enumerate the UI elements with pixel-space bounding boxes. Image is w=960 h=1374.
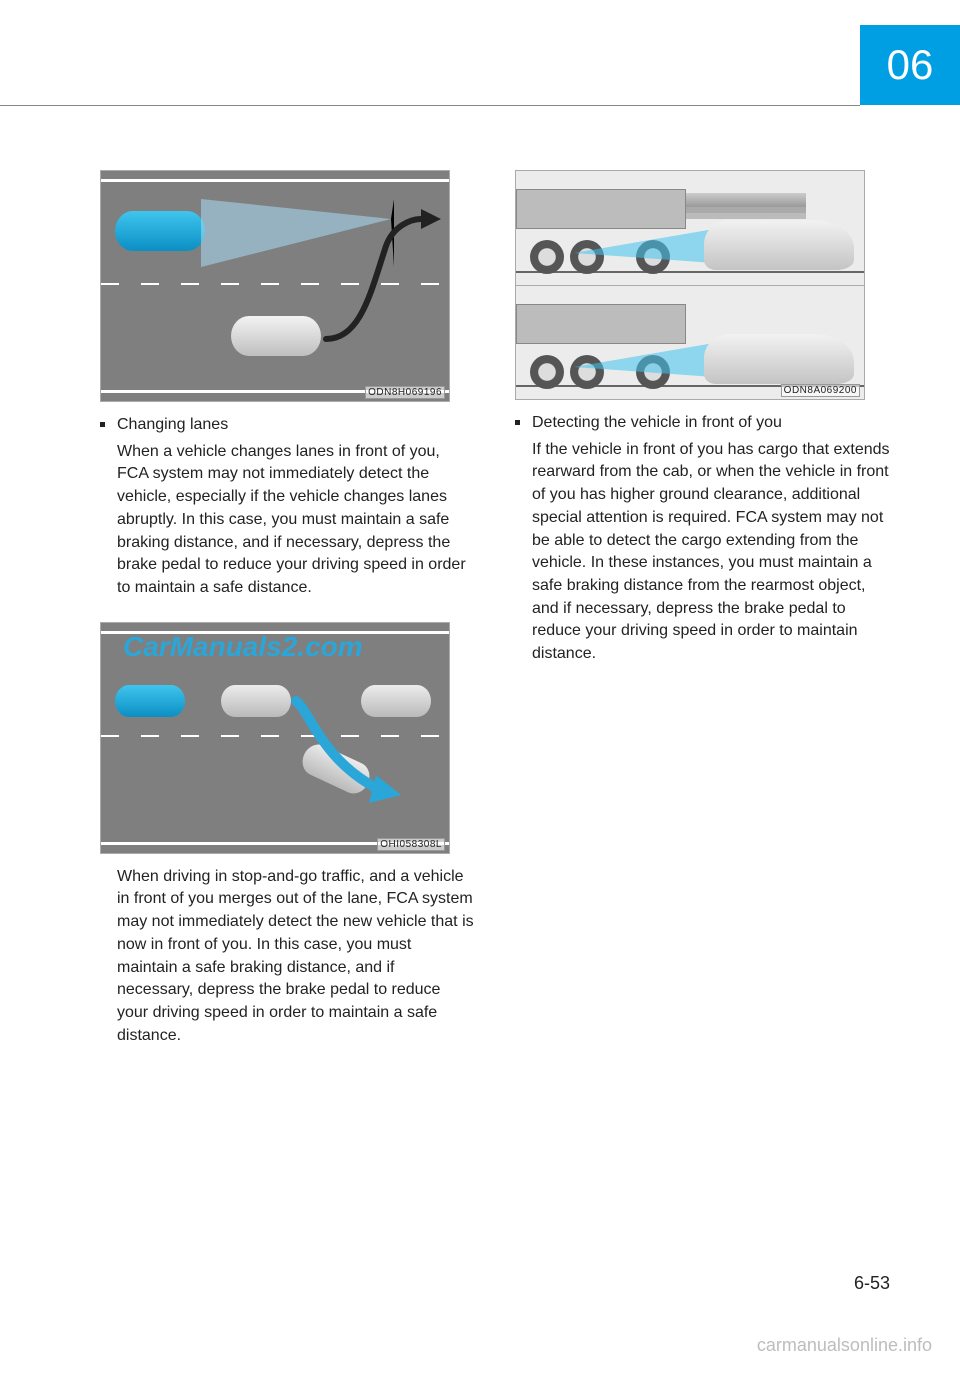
figure-code: ODN8H069196 [365,386,445,399]
figure-code: ODN8A069200 [781,384,860,397]
ground-line [516,271,864,273]
ego-sedan-icon [704,220,854,270]
bullet-body: Detecting the vehicle in front of you If… [532,412,890,666]
lane-change-arrow-icon [101,171,451,403]
bullet-item: Changing lanes When a vehicle changes la… [100,414,475,600]
body-text: When a vehicle changes lanes in front of… [117,441,475,600]
wheel-icon [530,355,564,389]
sensor-beam-icon [574,343,714,377]
body-text: When driving in stop-and-go traffic, and… [117,866,475,1048]
figure-truck-cargo [515,170,865,285]
right-column: ODN8A069200 Detecting the vehicle in fro… [515,170,890,1048]
bullet-icon [515,420,520,425]
figure-lane-change: ODN8H069196 [100,170,450,402]
ego-sedan-icon [704,334,854,384]
manual-page: 06 ODN8H069196 [0,0,960,1374]
bullet-icon [100,422,105,427]
wheel-icon [530,240,564,274]
bullet-heading: Changing lanes [117,414,475,437]
header-divider [0,105,860,106]
spacer [100,600,475,622]
content-area: ODN8H069196 Changing lanes When a vehicl… [100,170,890,1048]
truck-bed [516,189,686,229]
page-number: 6-53 [854,1273,890,1294]
cargo-icon [686,193,806,207]
bullet-heading: Detecting the vehicle in front of you [532,412,890,435]
merge-arrow-icon [101,623,451,855]
road-illustration [101,171,449,401]
figure-code: OHI058308L [377,838,445,851]
sensor-beam-icon [574,229,714,263]
body-text: If the vehicle in front of you has cargo… [532,439,890,666]
footer-source: carmanualsonline.info [757,1335,932,1356]
bullet-item: Detecting the vehicle in front of you If… [515,412,890,666]
chapter-tab: 06 [860,25,960,105]
figure-stop-and-go: CarManuals2.com OHI058308L [100,622,450,854]
figure-vehicle-detection: ODN8A069200 [515,170,890,406]
left-column: ODN8H069196 Changing lanes When a vehicl… [100,170,475,1048]
truck-bed [516,304,686,344]
bullet-body: Changing lanes When a vehicle changes la… [117,414,475,600]
road-illustration: CarManuals2.com [101,623,449,853]
figure-truck-high-clearance: ODN8A069200 [515,285,865,400]
